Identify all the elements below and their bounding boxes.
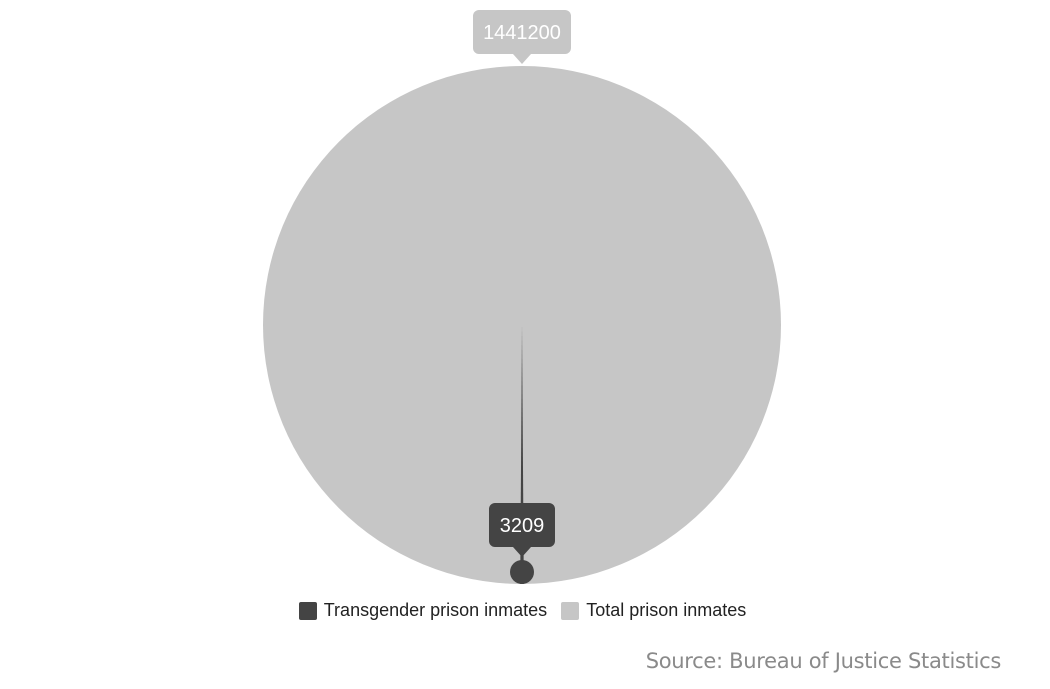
data-label-transgender-text: 3209: [500, 515, 545, 537]
data-label-total-pointer: [513, 54, 531, 64]
legend-item-total[interactable]: Total prison inmates: [561, 600, 746, 621]
data-label-total-box: [473, 10, 571, 54]
chart-legend: Transgender prison inmates Total prison …: [0, 600, 1045, 621]
data-label-transgender-pointer: [513, 547, 531, 557]
source-note: Source: Bureau of Justice Statistics: [645, 649, 1002, 673]
data-label-total: 1441200: [473, 10, 571, 64]
legend-swatch-transgender: [298, 601, 317, 620]
legend-swatch-total: [561, 601, 580, 620]
legend-label-transgender: Transgender prison inmates: [323, 600, 548, 620]
legend-item-transgender[interactable]: Transgender prison inmates: [298, 600, 548, 621]
pie-plot-area: 1441200 3209: [263, 10, 781, 584]
data-label-total-text: 1441200: [483, 22, 561, 44]
legend-label-total: Total prison inmates: [586, 600, 747, 620]
slice-marker-transgender[interactable]: [510, 560, 534, 584]
data-label-transgender: 3209: [489, 503, 555, 557]
data-label-transgender-box: [489, 503, 555, 547]
